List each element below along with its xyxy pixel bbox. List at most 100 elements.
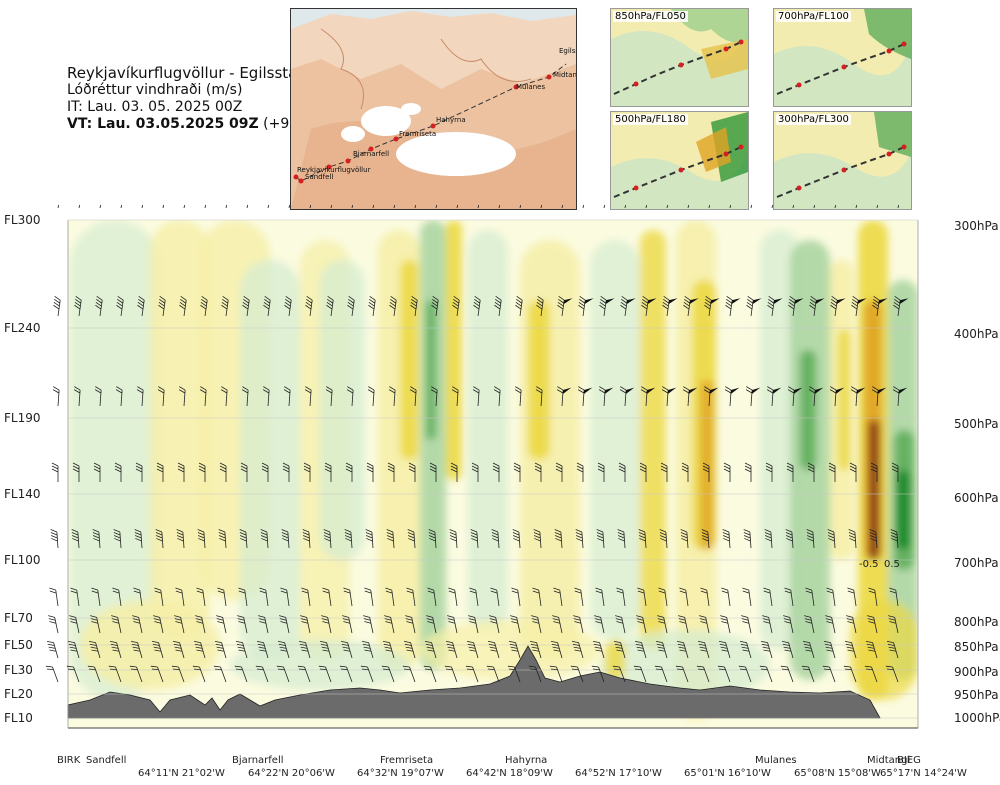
wind-barb bbox=[718, 640, 731, 659]
wind-barb bbox=[90, 615, 101, 634]
wind-barb bbox=[133, 587, 143, 607]
wind-barb bbox=[157, 386, 165, 407]
map-label-midtangi: Midtang bbox=[553, 71, 576, 79]
wind-barb bbox=[469, 587, 479, 607]
wind-barb bbox=[263, 296, 271, 317]
wind-barb bbox=[87, 665, 101, 683]
wind-barb bbox=[324, 462, 332, 482]
coordinate-label: 64°22'N 20°06'W bbox=[248, 768, 335, 779]
wind-barb bbox=[891, 462, 899, 482]
wind-barb bbox=[658, 587, 668, 607]
wind-barb bbox=[435, 205, 440, 209]
wind-barb bbox=[738, 665, 752, 683]
wind-barb bbox=[533, 529, 542, 549]
wind-barb bbox=[784, 587, 794, 607]
wind-barb bbox=[259, 587, 269, 607]
wind-barb bbox=[213, 665, 227, 683]
wind-barb bbox=[116, 296, 124, 317]
wind-barb bbox=[49, 587, 59, 607]
wind-barb bbox=[73, 386, 81, 407]
wind-barb bbox=[367, 386, 375, 407]
coordinate-label: 65°01'N 16°10'W bbox=[684, 768, 771, 779]
wind-barb bbox=[242, 296, 250, 317]
wind-barb bbox=[445, 640, 458, 659]
wind-barb bbox=[384, 615, 395, 634]
coordinate-label: 64°52'N 17°10'W bbox=[575, 768, 662, 779]
wind-barb bbox=[660, 462, 668, 482]
wind-barb bbox=[519, 205, 524, 209]
wind-barb bbox=[219, 462, 227, 482]
terrain-profile bbox=[67, 645, 881, 719]
wind-barb bbox=[512, 529, 521, 549]
wind-barb bbox=[176, 529, 185, 549]
flight-level-label: FL190 bbox=[4, 411, 41, 425]
wind-barb bbox=[697, 640, 710, 659]
wind-barb bbox=[493, 386, 501, 407]
wind-barb bbox=[74, 296, 82, 317]
wind-barb bbox=[529, 640, 542, 659]
wind-barb bbox=[88, 640, 101, 659]
wind-barb bbox=[870, 462, 878, 482]
wind-barb bbox=[785, 529, 794, 549]
wind-barb bbox=[304, 386, 312, 407]
wind-barb bbox=[762, 615, 773, 634]
wind-barb bbox=[696, 665, 710, 683]
wind-barb bbox=[71, 529, 80, 549]
wind-barb bbox=[597, 462, 605, 482]
wind-barb bbox=[729, 205, 734, 209]
wind-barb bbox=[132, 615, 143, 634]
wind-barb bbox=[494, 296, 502, 317]
wind-barb bbox=[666, 205, 671, 209]
station-label: Midtangi bbox=[867, 755, 910, 766]
wind-barb bbox=[576, 462, 584, 482]
wind-barb bbox=[326, 296, 334, 317]
flight-level-label: FL240 bbox=[4, 321, 41, 335]
coordinate-label: 64°11'N 21°02'W bbox=[138, 768, 225, 779]
wind-barb bbox=[675, 665, 689, 683]
wind-barb bbox=[276, 665, 290, 683]
wind-barb bbox=[592, 640, 605, 659]
wind-barb bbox=[239, 529, 248, 549]
wind-barb bbox=[366, 462, 374, 482]
flight-level-label: FL300 bbox=[4, 213, 41, 227]
wind-barb bbox=[393, 205, 398, 209]
wind-barb bbox=[571, 640, 584, 659]
wind-barb bbox=[466, 640, 479, 659]
wind-barb bbox=[470, 529, 479, 549]
wind-barb bbox=[552, 615, 563, 634]
wind-barb bbox=[617, 529, 626, 549]
contour-annotations: -0.5 0.5 bbox=[859, 559, 900, 570]
wind-barb bbox=[120, 205, 125, 209]
wind-barb bbox=[492, 462, 500, 482]
map-label-fremriseta: Fremriseta bbox=[399, 130, 436, 138]
wind-barb bbox=[701, 529, 710, 549]
wind-barb bbox=[195, 615, 206, 634]
wind-barb bbox=[826, 587, 836, 607]
wind-barb bbox=[596, 529, 605, 549]
wind-barb bbox=[344, 529, 353, 549]
wind-barb bbox=[135, 462, 143, 482]
wind-barb bbox=[218, 529, 227, 549]
wind-barb bbox=[822, 665, 836, 683]
wind-barb bbox=[489, 615, 500, 634]
wind-barb bbox=[179, 296, 187, 317]
wind-barb bbox=[94, 386, 102, 407]
wind-barb bbox=[771, 205, 776, 209]
wind-barb bbox=[198, 462, 206, 482]
wind-barb bbox=[744, 462, 752, 482]
wind-barb bbox=[46, 640, 59, 659]
contour-region bbox=[446, 220, 462, 480]
wind-barb bbox=[93, 462, 101, 482]
wind-barb bbox=[515, 296, 523, 317]
wind-barb bbox=[282, 462, 290, 482]
wind-barb bbox=[342, 615, 353, 634]
wind-barb bbox=[111, 615, 122, 634]
pressure-level-label: 300hPa bbox=[954, 219, 999, 233]
wind-barb bbox=[742, 587, 752, 607]
contour-region bbox=[528, 300, 550, 460]
wind-barb bbox=[134, 529, 143, 549]
wind-barb bbox=[813, 205, 818, 209]
wind-barb bbox=[876, 205, 881, 209]
wind-barb bbox=[408, 462, 416, 482]
wind-barb bbox=[786, 462, 794, 482]
